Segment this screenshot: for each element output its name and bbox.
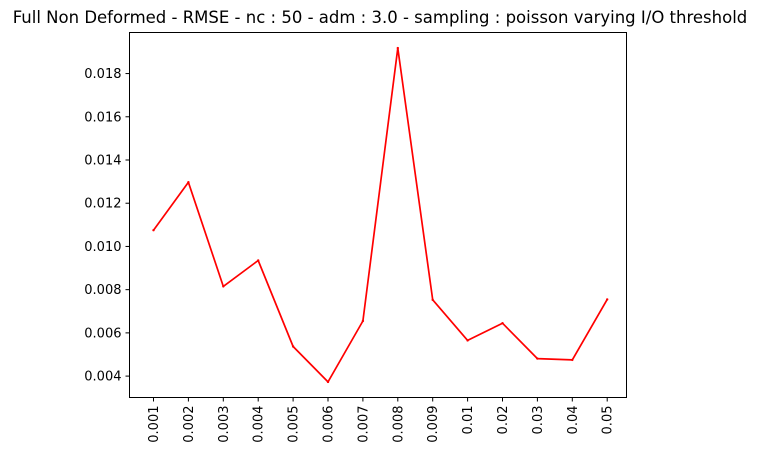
data-point	[501, 321, 504, 325]
y-tick-label: 0.014	[84, 154, 121, 169]
data-point	[152, 229, 155, 232]
data-point	[571, 358, 574, 362]
data-point	[396, 46, 399, 50]
data-point	[361, 319, 365, 323]
x-tick-label: 0.02	[496, 406, 511, 435]
x-tick-label: 0.007	[356, 406, 371, 443]
y-tick-label: 0.016	[84, 110, 121, 125]
data-point	[606, 298, 609, 301]
x-tick-label: 0.004	[252, 406, 267, 443]
y-tick-label: 0.006	[84, 326, 121, 341]
y-tick-label: 0.012	[84, 197, 121, 212]
data-point	[326, 380, 330, 384]
x-tick-label: 0.001	[147, 406, 162, 443]
x-tick-label: 0.002	[182, 406, 197, 443]
data-point	[222, 285, 225, 288]
data-point	[466, 339, 469, 342]
series-line	[152, 47, 608, 383]
x-axis: 0.001 0.002 0.003 0.004 0.005 0.006 0.007 0.008…	[147, 397, 616, 443]
data-point	[536, 357, 539, 360]
y-tick-label: 0.018	[84, 67, 121, 82]
data-point	[291, 345, 295, 348]
chart-title: Full Non Deformed - RMSE - nc : 50 - adm…	[13, 8, 748, 27]
y-tick-label: 0.010	[84, 240, 121, 255]
data-point	[187, 181, 190, 184]
series-layer	[152, 46, 609, 384]
x-tick-label: 0.005	[287, 406, 302, 443]
data-point	[431, 298, 434, 302]
x-tick-label: 0.04	[566, 406, 581, 435]
y-tick-label: 0.008	[84, 283, 121, 298]
y-tick-label: 0.004	[84, 370, 121, 385]
x-tick-label: 0.01	[461, 406, 476, 435]
x-tick-label: 0.003	[217, 406, 232, 443]
plot-frame	[129, 32, 627, 398]
x-tick-label: 0.05	[601, 406, 616, 435]
x-tick-label: 0.006	[322, 406, 337, 443]
x-tick-label: 0.008	[391, 406, 406, 443]
x-tick-label: 0.03	[531, 406, 546, 435]
y-axis: 0.004 0.006 0.008 0.010 0.012 0.014 0.016 0.018	[84, 67, 130, 385]
x-tick-label: 0.009	[426, 406, 441, 443]
data-point	[257, 259, 260, 262]
